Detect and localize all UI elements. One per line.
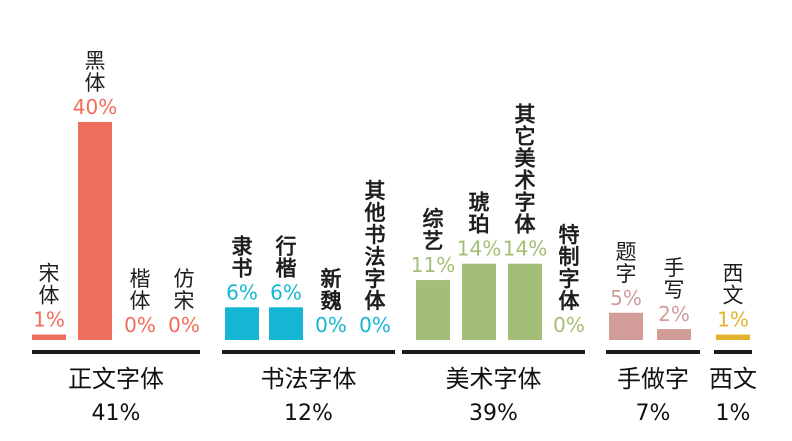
group-2-total: 12% [284,401,333,426]
group-3-total: 39% [469,401,518,426]
group-3-item-1-value-label: 11% [411,253,455,277]
group-1-item-1-value-label: 1% [33,308,65,332]
group-1-item-4-name: 仿宋 [174,267,195,313]
group-3-item-1-bar [416,280,450,340]
group-3-item-4-name: 特制字体 [559,223,581,313]
group-3-item-3-name: 其它美术字体 [515,103,537,237]
group-4-name: 手做字 [617,365,689,393]
group-5-name: 西文 [709,365,757,393]
group-3-name: 美术字体 [446,365,542,393]
group-2-item-2-bar [269,307,303,340]
group-2-item-3-name: 新魏 [320,267,342,313]
group-1-item-2-name: 黑体 [85,49,106,95]
group-3-item-4-value-label: 0% [553,313,585,337]
group-2-item-4-value-label: 0% [359,313,391,337]
bars-layer [32,122,752,354]
group-4-item-1-bar [609,312,643,340]
group-3-item-3-bar [508,263,542,340]
labels-layer: 正文字体41%1%宋体40%黑体0%楷体0%仿宋书法字体12%6%隶书6%行楷0… [33,49,757,426]
group-2-item-1-bar [225,307,259,340]
group-3-item-1-name: 综艺 [423,207,444,253]
group-4-item-1-value-label: 5% [610,286,642,310]
group-3-item-2-value-label: 14% [457,237,501,261]
group-1-name: 正文字体 [68,365,164,393]
group-4-item-1-name: 题字 [616,240,637,286]
group-2-item-1-name: 隶书 [232,234,253,280]
group-4-item-2-value-label: 2% [658,302,690,326]
group-4-total: 7% [636,401,671,426]
group-1-item-1-bar [32,334,66,340]
group-3-item-2-name: 琥珀 [469,191,490,237]
group-1-item-4-value-label: 0% [168,313,200,337]
group-3-item-2-bar [462,263,496,340]
group-3-item-3-value-label: 14% [503,237,547,261]
group-1-item-3-name: 楷体 [130,267,151,313]
group-2-name: 书法字体 [261,365,357,393]
group-2-item-2-name: 行楷 [275,234,297,280]
group-2-item-2-value-label: 6% [270,280,302,304]
group-1-item-2-bar [78,122,112,340]
group-5-item-1-value-label: 1% [717,308,749,332]
group-5-total: 1% [716,401,751,426]
group-1-item-1-name: 宋体 [39,262,60,308]
group-1-item-3-value-label: 0% [124,313,156,337]
group-2-item-1-value-label: 6% [226,280,258,304]
group-5-item-1-name: 西文 [723,262,744,308]
group-1-total: 41% [92,401,141,426]
group-1-item-2-value-label: 40% [73,95,117,119]
group-4-item-2-bar [657,329,691,340]
group-4-item-2-name: 手写 [664,256,685,302]
group-2-item-4-name: 其他书法字体 [364,179,387,313]
group-2-item-3-value-label: 0% [315,313,347,337]
group-5-item-1-bar [716,334,750,340]
